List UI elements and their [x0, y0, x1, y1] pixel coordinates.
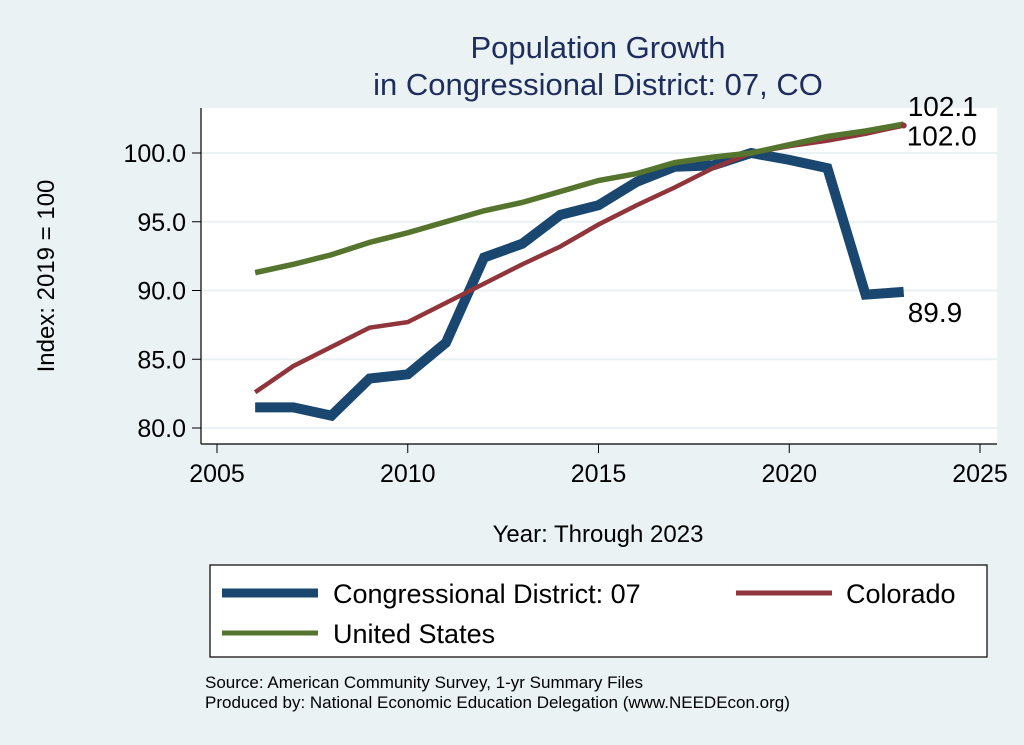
- y-tick-label: 100.0: [123, 140, 186, 168]
- x-tick-label: 2015: [571, 460, 627, 488]
- legend-box: [209, 564, 988, 658]
- end-label-colorado: 102.0: [907, 121, 977, 152]
- x-tick-label: 2010: [380, 460, 436, 488]
- series-line-united-states: [254, 121, 905, 276]
- gridlines: [201, 152, 997, 429]
- y-tick-label: 90.0: [137, 278, 186, 306]
- series-line-district: [255, 147, 905, 422]
- x-tick-label: 2025: [952, 460, 1008, 488]
- legend: Congressional District: 07 Colorado Unit…: [209, 564, 988, 658]
- y-tick-label: 95.0: [137, 209, 186, 237]
- x-axis-ticks: 2005 2010 2015 2020 2025: [189, 444, 1008, 488]
- legend-label-colorado: Colorado: [846, 579, 956, 609]
- end-label-district: 89.9: [908, 297, 963, 328]
- chart-title: Population Growth in Congressional Distr…: [373, 30, 823, 102]
- y-tick-label: 80.0: [137, 415, 186, 443]
- producer-note: Produced by: National Economic Education…: [205, 693, 790, 712]
- source-note: Source: American Community Survey, 1-yr …: [205, 673, 643, 692]
- plot-area: [201, 108, 997, 444]
- x-tick-label: 2005: [189, 460, 245, 488]
- x-axis-title: Year: Through 2023: [493, 521, 704, 548]
- y-axis-ticks: 80.0 85.0 90.0 95.0 100.0: [123, 140, 201, 443]
- end-label-united-states: 102.1: [908, 91, 978, 122]
- y-axis-title: Index: 2019 = 100: [33, 180, 60, 373]
- series-lines: [253, 121, 907, 422]
- end-point-colorado: [900, 122, 907, 129]
- x-tick-label: 2020: [761, 460, 817, 488]
- y-tick-label: 85.0: [137, 346, 186, 374]
- legend-label-united-states: United States: [333, 619, 495, 649]
- chart-title-line-2: in Congressional District: 07, CO: [373, 67, 823, 102]
- chart-title-line-1: Population Growth: [470, 30, 725, 65]
- legend-label-district: Congressional District: 07: [333, 579, 641, 609]
